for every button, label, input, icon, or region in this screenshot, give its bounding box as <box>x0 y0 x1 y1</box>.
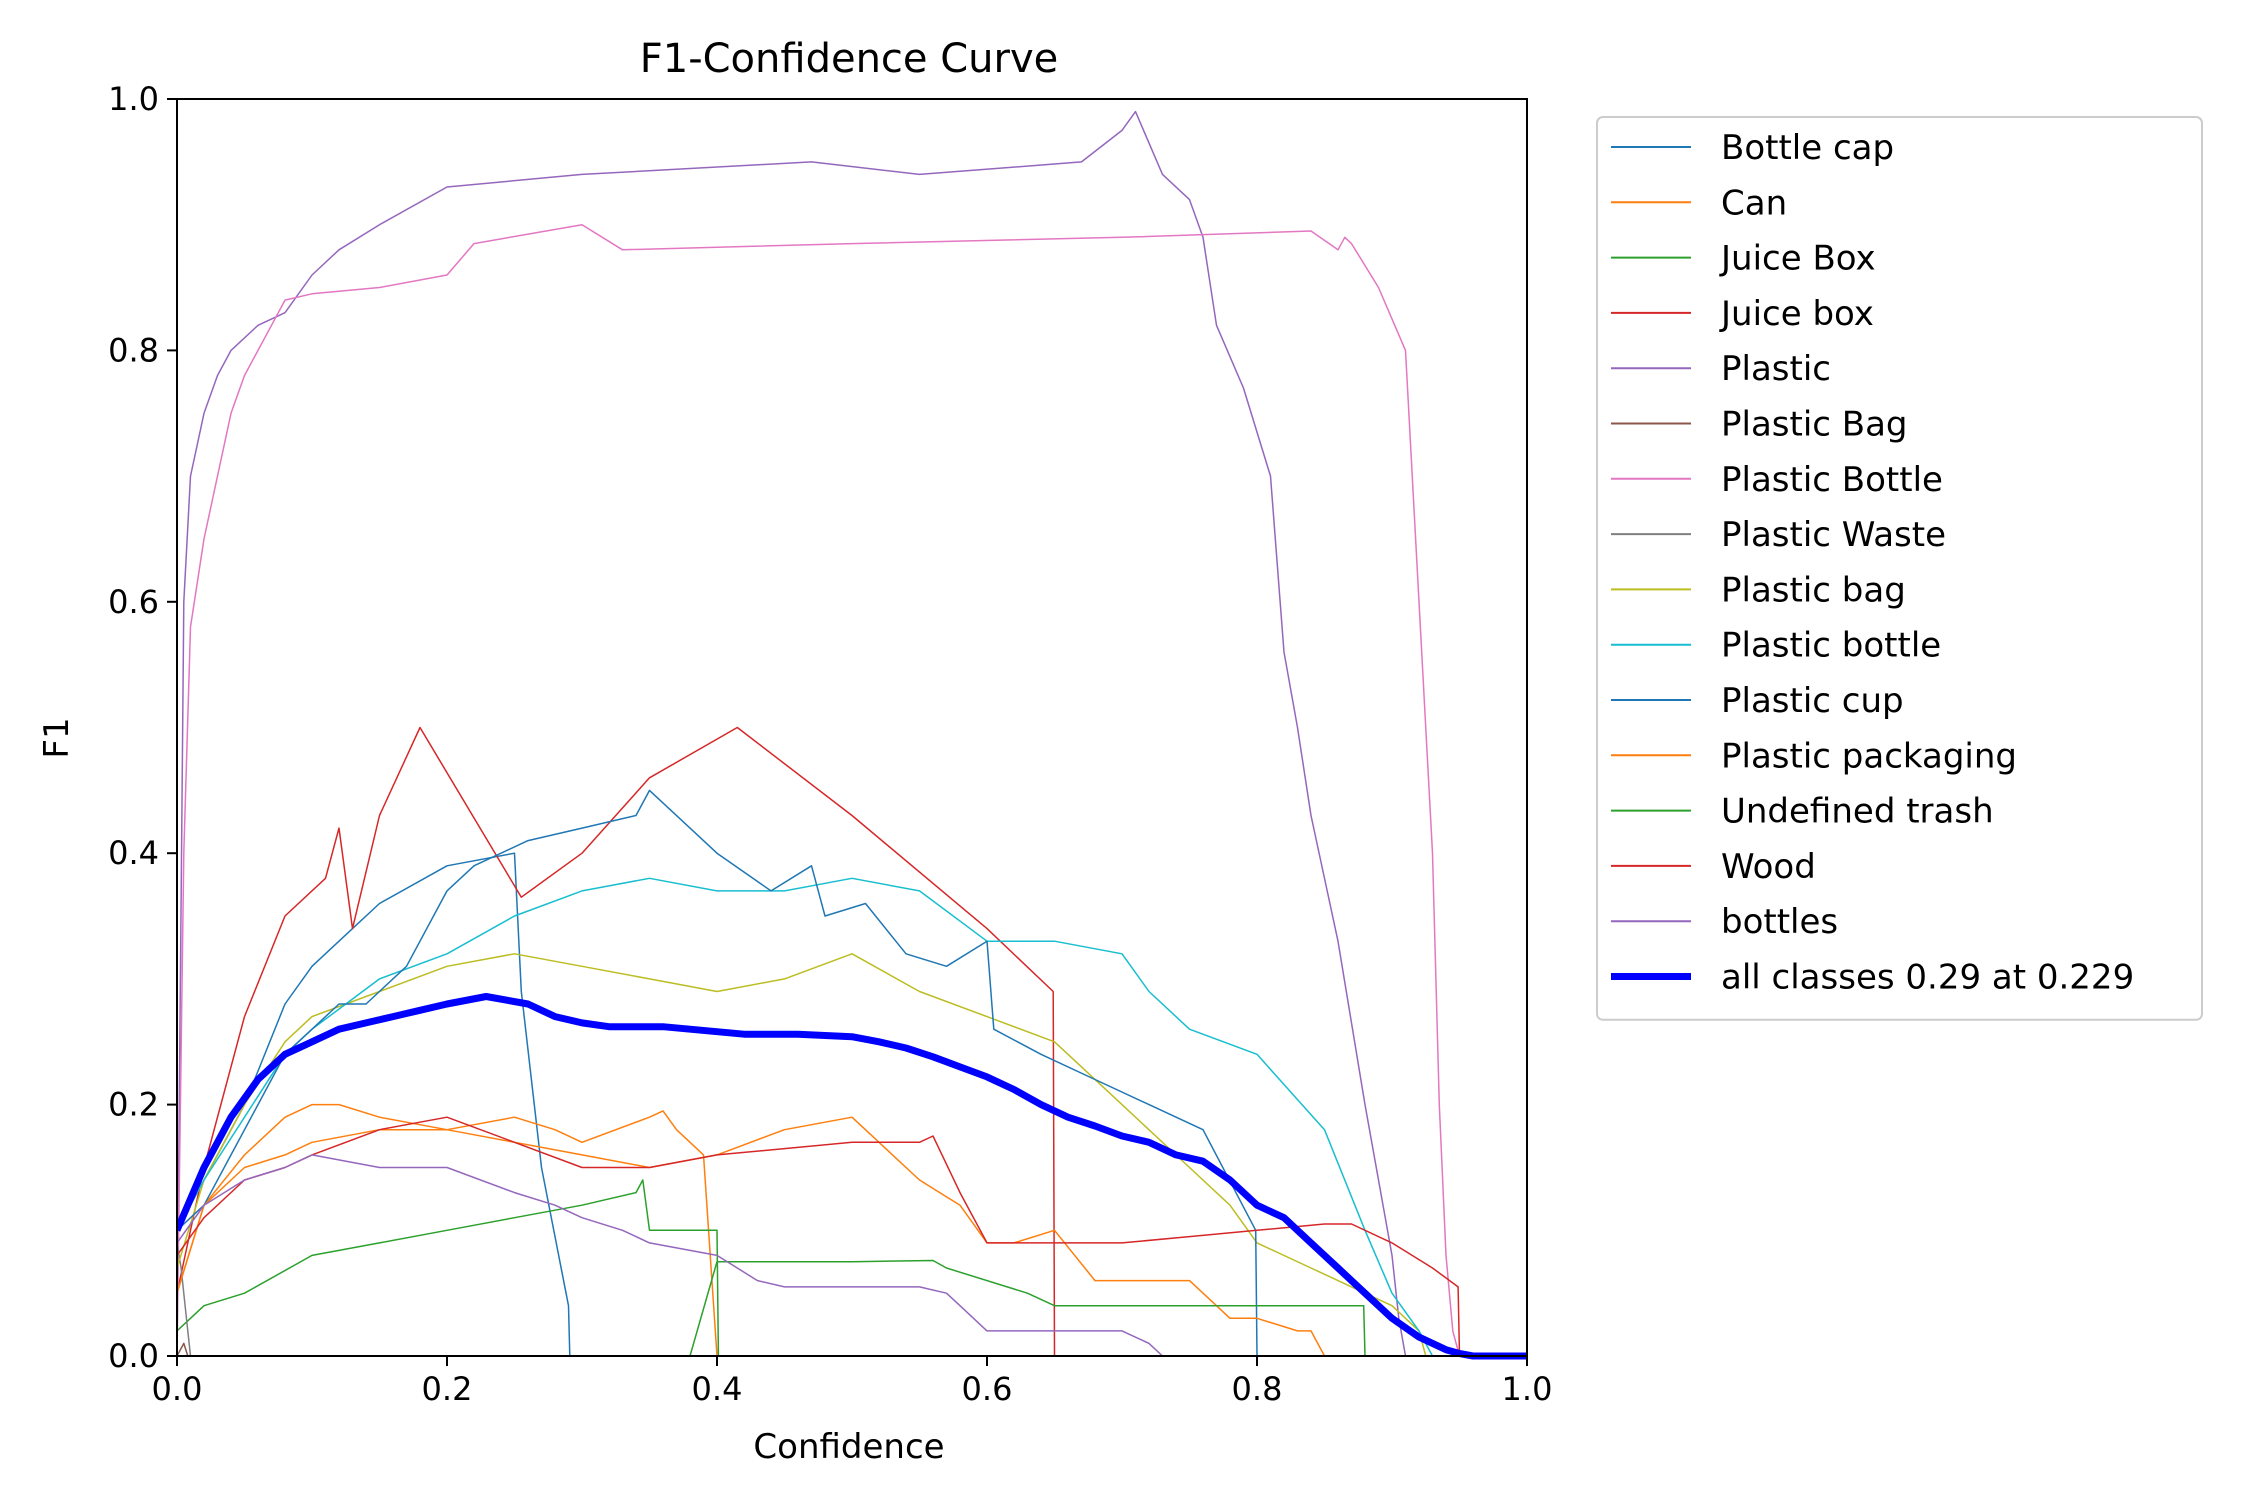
series-line-13 <box>177 1116 1461 1357</box>
series-line-6 <box>177 223 1461 1357</box>
x-tick-label: 0.8 <box>1232 1370 1283 1408</box>
y-tick-label: 0.2 <box>108 1086 159 1124</box>
legend-entry-label: Undefined trash <box>1721 792 1994 832</box>
legend-entry-label: Plastic bag <box>1721 570 1906 610</box>
legend-entry-label: Plastic bottle <box>1721 626 1941 666</box>
legend-entry-label: Bottle cap <box>1721 128 1894 168</box>
x-tick-label: 1.0 <box>1502 1370 1553 1408</box>
series-line-10 <box>177 789 1258 1357</box>
legend-box <box>1596 116 2203 1021</box>
legend-entry-label: bottles <box>1721 902 1838 942</box>
series-line-8 <box>177 953 1427 1357</box>
chart-title: F1-Confidence Curve <box>640 36 1059 82</box>
x-tick-label: 0.0 <box>152 1370 203 1408</box>
legend-entry-label: Plastic Bag <box>1721 405 1908 445</box>
y-tick-label: 0.6 <box>108 583 159 621</box>
series-line-2 <box>177 1179 720 1357</box>
legend-entry-label: Juice Box <box>1719 239 1876 279</box>
series-line-11 <box>177 1116 1326 1357</box>
legend-entry-label: Can <box>1721 183 1787 223</box>
legend-entry-label: Juice box <box>1719 294 1874 334</box>
series-line-5 <box>177 1342 189 1357</box>
y-tick-label: 0.0 <box>108 1337 159 1375</box>
x-axis-label: Confidence <box>753 1427 944 1467</box>
legend: Bottle cap Can Juice Box Juice box Plastic Pl… <box>1596 116 2203 1021</box>
series-line-9 <box>177 877 1434 1357</box>
y-axis-label: F1 <box>37 717 77 758</box>
plot-frame <box>176 98 1528 1357</box>
axes: 0.0 0.2 0.4 0.6 0.8 1.0 0.0 0.2 0.4 0.6 0.8 1.0 <box>108 80 1552 1408</box>
series-line-14 <box>177 1154 1164 1357</box>
legend-entry-label: Plastic packaging <box>1721 736 2017 776</box>
legend-entry-label: Plastic <box>1721 349 1831 389</box>
plot-area <box>177 110 1527 1360</box>
x-tick-label: 0.2 <box>422 1370 473 1408</box>
y-tick-label: 0.4 <box>108 834 159 872</box>
series-line-3 <box>177 726 1056 1357</box>
legend-entry-label: Plastic Bottle <box>1721 460 1943 500</box>
legend-entry-label: Plastic cup <box>1721 681 1904 721</box>
legend-entry-label: Wood <box>1721 847 1816 887</box>
x-tick-label: 0.4 <box>692 1370 743 1408</box>
legend-entry-label: all classes 0.29 at 0.229 <box>1721 958 2134 998</box>
series-line-12 <box>177 1259 1366 1357</box>
series-line-15 <box>177 993 1527 1360</box>
y-tick-label: 0.8 <box>108 331 159 369</box>
legend-entry-label: Plastic Waste <box>1721 515 1946 555</box>
series-line-4 <box>177 110 1407 1357</box>
series-line-1 <box>177 1103 718 1357</box>
y-tick-label: 1.0 <box>108 80 159 118</box>
x-tick-label: 0.6 <box>962 1370 1013 1408</box>
